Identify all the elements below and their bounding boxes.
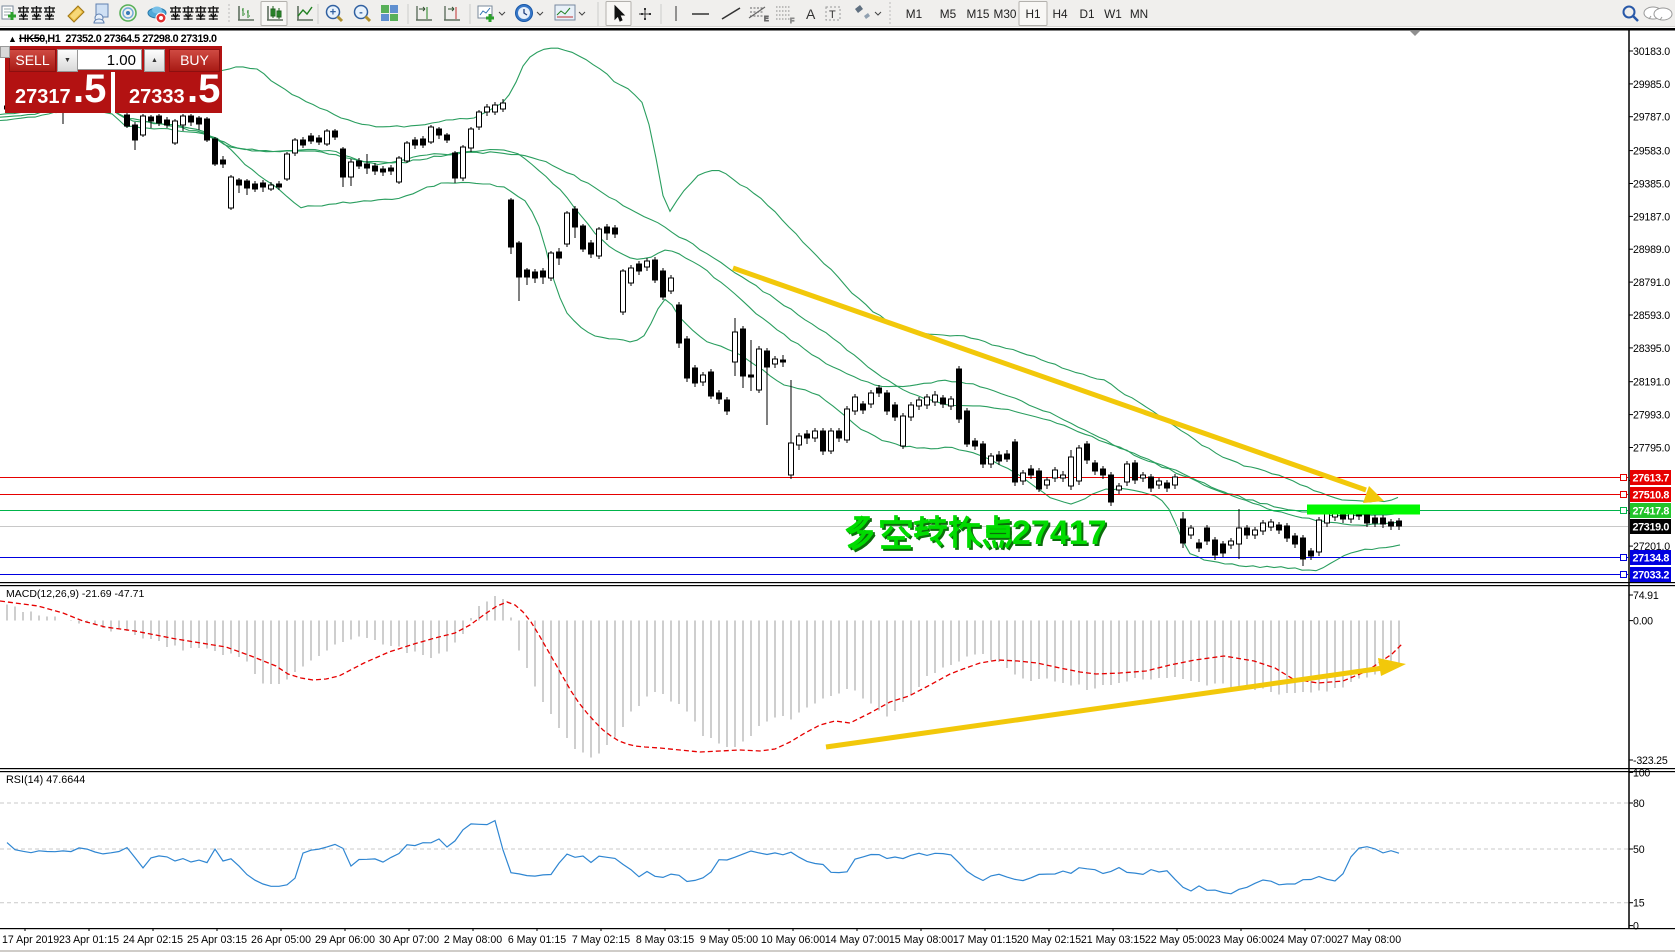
svg-text:30183.0: 30183.0 bbox=[1633, 46, 1670, 58]
svg-text:A: A bbox=[806, 6, 816, 22]
svg-text:28191.0: 28191.0 bbox=[1633, 377, 1670, 389]
svg-text:27417.8: 27417.8 bbox=[1633, 506, 1670, 518]
svg-text:-: - bbox=[359, 7, 363, 19]
svg-text:M30: M30 bbox=[994, 7, 1017, 21]
svg-text:28989.0: 28989.0 bbox=[1633, 244, 1670, 256]
svg-text:29187.0: 29187.0 bbox=[1633, 211, 1670, 223]
svg-text:24 May 07:00: 24 May 07:00 bbox=[1273, 934, 1337, 946]
svg-text:23 May 06:00: 23 May 06:00 bbox=[1209, 934, 1273, 946]
svg-text:27033.2: 27033.2 bbox=[1633, 570, 1670, 582]
svg-text:M5: M5 bbox=[940, 7, 957, 21]
svg-text:MACD(12,26,9) -21.69 -47.71: MACD(12,26,9) -21.69 -47.71 bbox=[6, 588, 144, 600]
svg-text:20 May 02:15: 20 May 02:15 bbox=[1017, 934, 1081, 946]
svg-text:+: + bbox=[330, 7, 336, 19]
svg-text:0.00: 0.00 bbox=[1633, 616, 1653, 628]
svg-text:H4: H4 bbox=[1052, 7, 1068, 21]
svg-text:-323.25: -323.25 bbox=[1633, 755, 1668, 767]
svg-text:15 May 08:00: 15 May 08:00 bbox=[889, 934, 953, 946]
svg-text:100: 100 bbox=[1633, 767, 1650, 779]
svg-text:9 May 05:00: 9 May 05:00 bbox=[700, 934, 758, 946]
svg-text:23 Apr 01:15: 23 Apr 01:15 bbox=[59, 934, 119, 946]
svg-text:29985.0: 29985.0 bbox=[1633, 79, 1670, 91]
svg-text:29 Apr 06:00: 29 Apr 06:00 bbox=[315, 934, 375, 946]
svg-text:27 May 08:00: 27 May 08:00 bbox=[1337, 934, 1401, 946]
svg-text:RSI(14) 47.6644: RSI(14) 47.6644 bbox=[6, 774, 85, 786]
svg-text:D1: D1 bbox=[1079, 7, 1094, 21]
svg-text:2 May 08:00: 2 May 08:00 bbox=[444, 934, 502, 946]
svg-text:H1: H1 bbox=[1025, 7, 1040, 21]
svg-text:28791.0: 28791.0 bbox=[1633, 277, 1670, 289]
svg-text:10 May 06:00: 10 May 06:00 bbox=[761, 934, 825, 946]
svg-text:27134.8: 27134.8 bbox=[1633, 553, 1670, 565]
svg-text:15: 15 bbox=[1633, 898, 1645, 910]
svg-text:7 May 02:15: 7 May 02:15 bbox=[572, 934, 630, 946]
svg-text:W1: W1 bbox=[1104, 7, 1122, 21]
svg-text:30 Apr 07:00: 30 Apr 07:00 bbox=[379, 934, 439, 946]
svg-text:26 Apr 05:00: 26 Apr 05:00 bbox=[251, 934, 311, 946]
svg-text:6 May 01:15: 6 May 01:15 bbox=[508, 934, 566, 946]
svg-text:M1: M1 bbox=[906, 7, 922, 21]
svg-text:28593.0: 28593.0 bbox=[1633, 310, 1670, 322]
svg-text:28395.0: 28395.0 bbox=[1633, 343, 1670, 355]
svg-text:17 May 01:15: 17 May 01:15 bbox=[953, 934, 1017, 946]
svg-text:0: 0 bbox=[1633, 921, 1639, 933]
svg-text:27993.0: 27993.0 bbox=[1633, 410, 1670, 422]
svg-text:27417: 27417 bbox=[1012, 514, 1107, 552]
svg-text:MN: MN bbox=[1130, 7, 1148, 21]
svg-text:22 May 05:00: 22 May 05:00 bbox=[1145, 934, 1209, 946]
svg-text:14 May 07:00: 14 May 07:00 bbox=[825, 934, 889, 946]
svg-text:29385.0: 29385.0 bbox=[1633, 179, 1670, 191]
svg-text:80: 80 bbox=[1633, 798, 1645, 810]
svg-text:E: E bbox=[764, 16, 769, 23]
svg-text:27795.0: 27795.0 bbox=[1633, 443, 1670, 455]
svg-text:17 Apr 2019: 17 Apr 2019 bbox=[2, 934, 59, 946]
svg-text:F: F bbox=[790, 18, 794, 25]
svg-text:27319.0: 27319.0 bbox=[1633, 522, 1670, 534]
svg-text:27613.7: 27613.7 bbox=[1633, 473, 1670, 485]
svg-text:29583.0: 29583.0 bbox=[1633, 146, 1670, 158]
svg-text:M15: M15 bbox=[967, 7, 990, 21]
svg-text:21 May 03:15: 21 May 03:15 bbox=[1081, 934, 1145, 946]
svg-text:27417: 27417 bbox=[1014, 516, 1109, 554]
svg-text:27510.8: 27510.8 bbox=[1633, 490, 1670, 502]
svg-text:24 Apr 02:15: 24 Apr 02:15 bbox=[123, 934, 183, 946]
svg-text:25 Apr 03:15: 25 Apr 03:15 bbox=[187, 934, 247, 946]
svg-text:74.91: 74.91 bbox=[1633, 590, 1659, 602]
svg-text:8 May 03:15: 8 May 03:15 bbox=[636, 934, 694, 946]
svg-text:29787.0: 29787.0 bbox=[1633, 112, 1670, 124]
svg-text:50: 50 bbox=[1633, 844, 1645, 856]
svg-text:T: T bbox=[829, 9, 836, 21]
